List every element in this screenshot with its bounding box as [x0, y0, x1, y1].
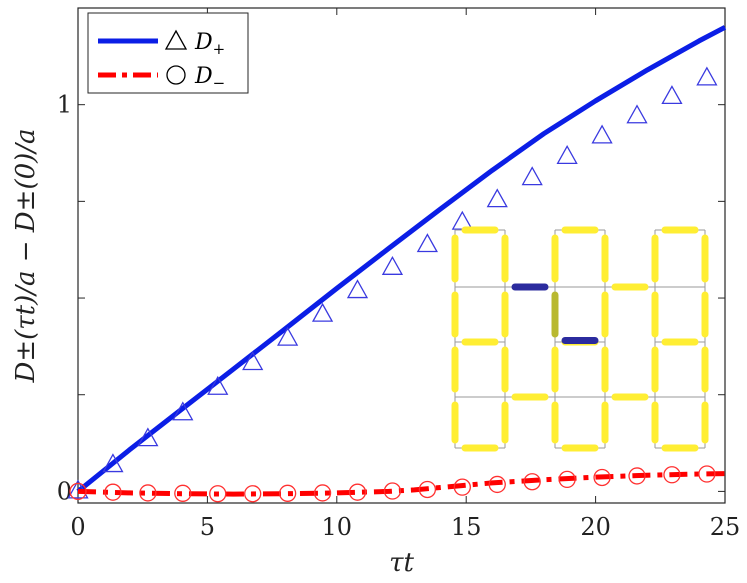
triangle-marker — [346, 279, 369, 299]
circle-marker — [139, 484, 157, 502]
triangle-marker — [381, 256, 404, 275]
triangle-marker — [696, 66, 718, 86]
plot-frame — [77, 7, 726, 504]
legend-triangle-marker — [164, 29, 188, 50]
axis-labels: τt D±(τt)/a − D±(0)/a — [11, 128, 414, 578]
triangle-marker — [556, 145, 578, 164]
circle-marker — [244, 485, 262, 503]
triangle-marker — [521, 166, 543, 186]
x-tick-label: 20 — [580, 513, 611, 541]
circle-marker — [698, 465, 716, 483]
series-layer — [67, 25, 727, 503]
circle-marker — [663, 466, 681, 484]
x-axis-label: τt — [389, 548, 414, 578]
triangle-marker — [242, 351, 264, 371]
triangle-marker — [591, 124, 613, 144]
triangle-marker — [661, 85, 683, 105]
triangle-marker — [486, 188, 508, 208]
circle-marker — [174, 484, 192, 502]
legend: D+D− — [87, 12, 249, 94]
y-tick-label: 1 — [57, 91, 72, 119]
triangle-marker — [626, 104, 648, 124]
circle-marker — [418, 480, 437, 499]
circle-marker — [383, 482, 402, 500]
series-line — [76, 25, 727, 494]
triangle-marker — [416, 233, 438, 253]
circle-marker — [558, 470, 576, 489]
circle-marker — [453, 478, 471, 496]
triangle-marker — [207, 375, 229, 395]
lattice-inset — [451, 226, 709, 452]
circle-marker — [69, 482, 87, 501]
x-tick-label: 10 — [322, 513, 353, 541]
circle-marker — [104, 483, 122, 501]
circle-marker — [348, 483, 367, 501]
triangle-marker — [277, 326, 299, 346]
circle-marker — [488, 475, 506, 494]
circle-marker — [313, 484, 332, 502]
triangle-marker — [311, 302, 334, 322]
series-line — [77, 471, 726, 497]
y-axis-label: D±(τt)/a − D±(0)/a — [11, 128, 41, 383]
circle-marker — [593, 468, 611, 487]
x-tick-label: 5 — [200, 513, 215, 541]
x-tick-label: 15 — [451, 513, 482, 541]
legend-circle-marker — [166, 65, 186, 85]
circle-marker — [523, 473, 541, 491]
triangle-marker — [172, 401, 194, 421]
x-tick-label: 25 — [710, 513, 741, 541]
x-tick-label: 0 — [70, 513, 85, 541]
triangle-marker — [137, 427, 159, 447]
triangle-marker — [102, 453, 124, 473]
circle-marker — [278, 484, 297, 502]
circle-marker — [628, 467, 646, 485]
circle-marker — [209, 485, 227, 503]
